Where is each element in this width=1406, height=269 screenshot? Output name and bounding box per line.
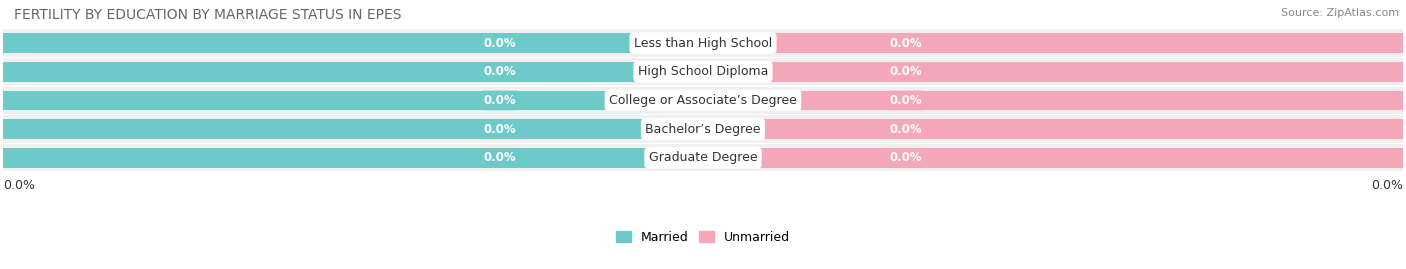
Text: 0.0%: 0.0% (484, 94, 516, 107)
Bar (3, 58, 1403, 86)
Bar (703, 62, 1403, 82)
Text: 0.0%: 0.0% (890, 94, 922, 107)
Text: Less than High School: Less than High School (634, 37, 772, 49)
Bar (3, 91, 703, 110)
Text: College or Associate’s Degree: College or Associate’s Degree (609, 94, 797, 107)
Text: FERTILITY BY EDUCATION BY MARRIAGE STATUS IN EPES: FERTILITY BY EDUCATION BY MARRIAGE STATU… (14, 8, 402, 22)
Bar (703, 33, 1403, 53)
Bar (703, 148, 1403, 168)
Text: 0.0%: 0.0% (890, 123, 922, 136)
Bar (3, 87, 1403, 114)
Bar (703, 91, 1403, 110)
Bar (703, 119, 1403, 139)
Text: 0.0%: 0.0% (1371, 179, 1403, 192)
Bar (3, 148, 703, 168)
Legend: Married, Unmarried: Married, Unmarried (616, 231, 790, 244)
Bar (3, 144, 1403, 171)
Text: 0.0%: 0.0% (484, 65, 516, 78)
Bar (3, 30, 1403, 57)
Text: Source: ZipAtlas.com: Source: ZipAtlas.com (1281, 8, 1399, 18)
Text: 0.0%: 0.0% (484, 151, 516, 164)
Text: 0.0%: 0.0% (484, 123, 516, 136)
Text: High School Diploma: High School Diploma (638, 65, 768, 78)
Text: Bachelor’s Degree: Bachelor’s Degree (645, 123, 761, 136)
Text: 0.0%: 0.0% (3, 179, 35, 192)
Bar (3, 119, 703, 139)
Text: 0.0%: 0.0% (890, 65, 922, 78)
Bar (3, 62, 703, 82)
Bar (3, 115, 1403, 143)
Text: 0.0%: 0.0% (890, 151, 922, 164)
Bar (3, 33, 703, 53)
Text: 0.0%: 0.0% (484, 37, 516, 49)
Text: 0.0%: 0.0% (890, 37, 922, 49)
Text: Graduate Degree: Graduate Degree (648, 151, 758, 164)
